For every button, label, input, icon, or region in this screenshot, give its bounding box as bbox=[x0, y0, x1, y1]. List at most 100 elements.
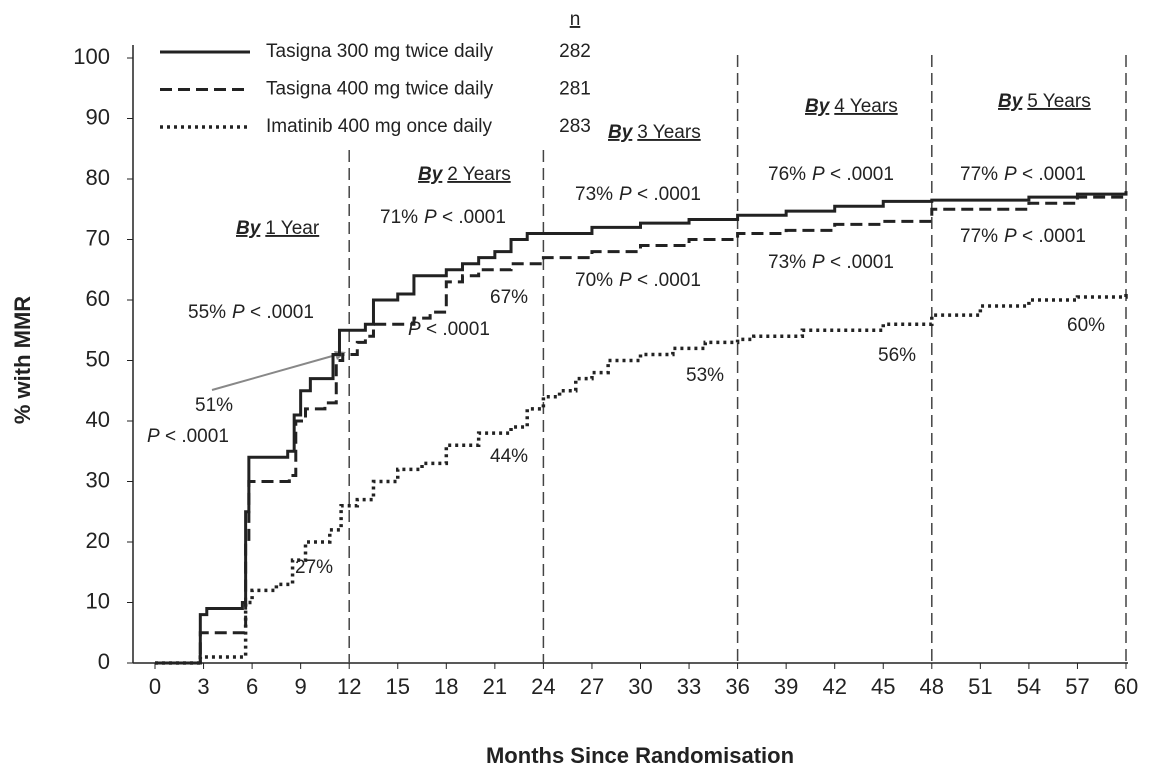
p-value: < .0001 bbox=[437, 207, 506, 228]
legend-header: n bbox=[570, 9, 581, 30]
x-tick-label: 30 bbox=[628, 674, 652, 699]
annotation-arrow bbox=[211, 352, 344, 391]
annotation-value: 73% bbox=[575, 184, 613, 205]
p-symbol: P bbox=[812, 164, 825, 185]
annotation-p: P < .0001 bbox=[619, 184, 701, 205]
x-tick-label: 21 bbox=[483, 674, 507, 699]
y-tick-label: 100 bbox=[73, 44, 110, 69]
annotation: 76% P < .0001 bbox=[768, 164, 894, 185]
annotation: 77% P < .0001 bbox=[960, 164, 1086, 185]
y-tick-label: 50 bbox=[86, 346, 110, 371]
p-symbol: P bbox=[408, 319, 421, 340]
milestone-by: By bbox=[608, 122, 634, 143]
annotation-value: 44% bbox=[490, 446, 528, 467]
milestone-period: 2 Years bbox=[447, 164, 510, 185]
annotation: 70% P < .0001 bbox=[575, 270, 701, 291]
x-tick-label: 27 bbox=[580, 674, 604, 699]
annotation-p: P < .0001 bbox=[147, 426, 229, 447]
x-tick-label: 45 bbox=[871, 674, 895, 699]
series-line bbox=[155, 195, 1126, 665]
x-axis-title: Months Since Randomisation bbox=[486, 743, 794, 768]
milestone: By 5 Years bbox=[998, 91, 1091, 112]
p-value: < .0001 bbox=[825, 252, 894, 273]
milestone: By 2 Years bbox=[418, 164, 511, 185]
x-tick-label: 57 bbox=[1065, 674, 1089, 699]
legend-n: 282 bbox=[559, 41, 591, 62]
x-tick-label: 24 bbox=[531, 674, 555, 699]
annotation-p: P < .0001 bbox=[812, 252, 894, 273]
p-symbol: P bbox=[619, 270, 632, 291]
milestone-period: 4 Years bbox=[834, 96, 897, 117]
annotation: 71% P < .0001 bbox=[380, 207, 506, 228]
legend-label: Imatinib 400 mg once daily bbox=[266, 116, 493, 137]
annotation-value: 56% bbox=[878, 345, 916, 366]
legend-n: 283 bbox=[559, 116, 591, 137]
x-tick-label: 36 bbox=[725, 674, 749, 699]
y-tick-label: 60 bbox=[86, 286, 110, 311]
milestone: By 4 Years bbox=[805, 96, 898, 117]
x-tick-label: 0 bbox=[149, 674, 161, 699]
x-tick-label: 18 bbox=[434, 674, 458, 699]
y-tick-label: 80 bbox=[86, 165, 110, 190]
p-symbol: P bbox=[1004, 226, 1017, 247]
x-tick-label: 12 bbox=[337, 674, 361, 699]
annotation-value: 77% bbox=[960, 164, 998, 185]
x-tick-label: 51 bbox=[968, 674, 992, 699]
annotation-p: P < .0001 bbox=[812, 164, 894, 185]
p-symbol: P bbox=[147, 426, 160, 447]
p-value: < .0001 bbox=[1017, 164, 1086, 185]
x-tick-label: 48 bbox=[920, 674, 944, 699]
legend-label: Tasigna 400 mg twice daily bbox=[266, 79, 494, 100]
legend-label: Tasigna 300 mg twice daily bbox=[266, 41, 494, 62]
annotation-p: P < .0001 bbox=[1004, 164, 1086, 185]
x-tick-label: 60 bbox=[1114, 674, 1138, 699]
x-tick-label: 6 bbox=[246, 674, 258, 699]
legend-n: 281 bbox=[559, 79, 591, 100]
annotation-value: 77% bbox=[960, 226, 998, 247]
annotation-value: 73% bbox=[768, 252, 806, 273]
x-tick-label: 42 bbox=[822, 674, 846, 699]
annotation-value: 53% bbox=[686, 365, 724, 386]
y-tick-label: 90 bbox=[86, 104, 110, 129]
y-tick-label: 30 bbox=[86, 467, 110, 492]
y-tick-label: 0 bbox=[98, 649, 110, 674]
series-line bbox=[155, 191, 1128, 665]
annotation: 73% P < .0001 bbox=[768, 252, 894, 273]
annotation-value: 67% bbox=[490, 287, 528, 308]
p-value: < .0001 bbox=[632, 270, 701, 291]
annotation-value: 70% bbox=[575, 270, 613, 291]
annotation-value: 55% bbox=[188, 302, 226, 323]
p-symbol: P bbox=[1004, 164, 1017, 185]
p-value: < .0001 bbox=[421, 319, 490, 340]
y-tick-label: 70 bbox=[86, 225, 110, 250]
p-symbol: P bbox=[619, 184, 632, 205]
p-value: < .0001 bbox=[632, 184, 701, 205]
milestone-by: By bbox=[418, 164, 444, 185]
y-tick-label: 10 bbox=[86, 588, 110, 613]
p-symbol: P bbox=[812, 252, 825, 273]
p-symbol: P bbox=[232, 302, 245, 323]
p-value: < .0001 bbox=[245, 302, 314, 323]
milestone-period: 1 Year bbox=[265, 218, 320, 239]
annotation-p: P < .0001 bbox=[1004, 226, 1086, 247]
y-axis-title: % with MMR bbox=[10, 296, 35, 424]
x-tick-label: 9 bbox=[295, 674, 307, 699]
annotation-p: P < .0001 bbox=[232, 302, 314, 323]
milestone-period: 3 Years bbox=[637, 122, 700, 143]
annotation-value: 51% bbox=[195, 395, 233, 416]
x-tick-label: 15 bbox=[386, 674, 410, 699]
annotation-value: 27% bbox=[295, 557, 333, 578]
annotation: 73% P < .0001 bbox=[575, 184, 701, 205]
series-line bbox=[155, 293, 1128, 665]
p-value: < .0001 bbox=[160, 426, 229, 447]
y-tick-label: 20 bbox=[86, 528, 110, 553]
annotation: 55% P < .0001 bbox=[188, 302, 314, 323]
annotation-p: P < .0001 bbox=[619, 270, 701, 291]
x-tick-label: 3 bbox=[197, 674, 209, 699]
annotation-p: P < .0001 bbox=[408, 319, 490, 340]
milestone-by: By bbox=[998, 91, 1024, 112]
milestone-period: 5 Years bbox=[1027, 91, 1090, 112]
p-symbol: P bbox=[424, 207, 437, 228]
x-tick-label: 33 bbox=[677, 674, 701, 699]
